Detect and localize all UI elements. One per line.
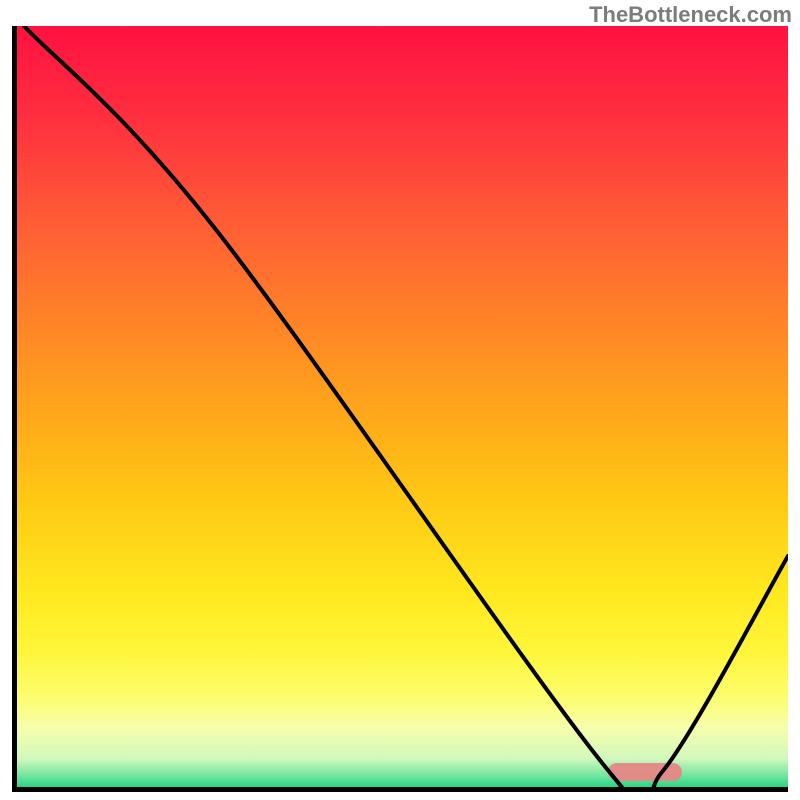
plot-background — [15, 26, 788, 789]
attribution-text: TheBottleneck.com — [589, 2, 792, 28]
minimum-marker — [608, 763, 682, 781]
chart-container: TheBottleneck.com — [0, 0, 800, 800]
chart-svg — [12, 26, 788, 792]
bottleneck-chart — [12, 26, 788, 792]
